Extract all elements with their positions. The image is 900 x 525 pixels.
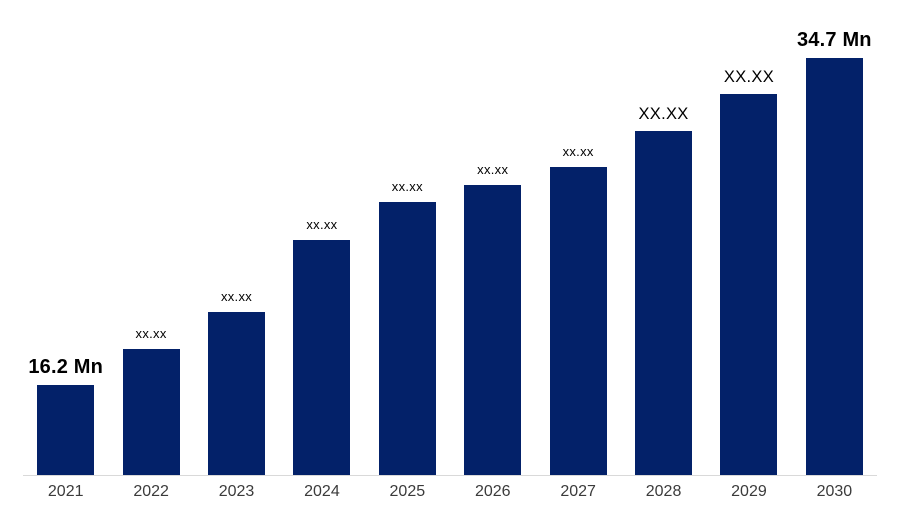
x-tick-label-2027: 2027 (560, 483, 596, 500)
bar-column-2023: xx.xx (194, 0, 279, 475)
bar-column-2021: 16.2 Mn (23, 0, 108, 475)
bar-2023 (208, 312, 266, 475)
x-tick-label-2022: 2022 (133, 483, 169, 500)
bar-value-label-2030: 34.7 Mn (796, 29, 872, 51)
bar-2026 (464, 185, 522, 475)
x-axis-labels: 2021 2022 2023 2024 2025 2026 2027 2028 2029 2030 (23, 483, 877, 501)
bar-column-2022: xx.xx (108, 0, 193, 475)
bar-value-label-2027: xx.xx (562, 143, 594, 159)
bar-2022 (122, 349, 180, 475)
bar-value-label-2024: xx.xx (306, 216, 338, 232)
bar-value-label-2028: XX.XX (638, 104, 689, 123)
x-tick-label-2021: 2021 (47, 483, 84, 500)
bar-column-2028: XX.XX (621, 0, 706, 475)
bar-2024 (293, 240, 351, 475)
bar-value-label-2026: xx.xx (477, 161, 509, 177)
x-tick-label-2028: 2028 (645, 483, 682, 500)
x-tick-label-2030: 2030 (816, 483, 853, 500)
bar-value-label-2025: xx.xx (391, 178, 423, 194)
plot-area: 16.2 Mn xx.xx xx.xx xx.xx xx.xx xx.xx xx.xx XX.… (23, 0, 877, 476)
x-tick-label-2023: 2023 (218, 483, 255, 500)
bar-column-2029: XX.XX (706, 0, 791, 475)
bars-row: 16.2 Mn xx.xx xx.xx xx.xx xx.xx xx.xx xx.xx XX.… (23, 0, 877, 475)
bar-2021 (37, 385, 95, 475)
bar-value-label-2022: xx.xx (135, 325, 167, 341)
bar-2027 (549, 167, 607, 475)
bar-2030 (805, 58, 863, 475)
bar-2025 (378, 202, 436, 475)
bar-column-2026: xx.xx (450, 0, 535, 475)
bar-column-2024: xx.xx (279, 0, 364, 475)
bar-value-label-2023: xx.xx (220, 288, 253, 304)
x-tick-label-2024: 2024 (304, 483, 340, 500)
bar-2028 (635, 131, 693, 475)
bar-value-label-2021: 16.2 Mn (28, 356, 104, 378)
bar-value-label-2029: XX.XX (723, 67, 774, 86)
x-tick-label-2026: 2026 (474, 483, 511, 500)
bar-column-2027: xx.xx (535, 0, 620, 475)
bar-column-2030: 34.7 Mn (792, 0, 877, 475)
bar-column-2025: xx.xx (365, 0, 450, 475)
x-tick-label-2029: 2029 (731, 483, 767, 500)
bar-2029 (720, 94, 778, 475)
x-tick-label-2025: 2025 (389, 483, 426, 500)
